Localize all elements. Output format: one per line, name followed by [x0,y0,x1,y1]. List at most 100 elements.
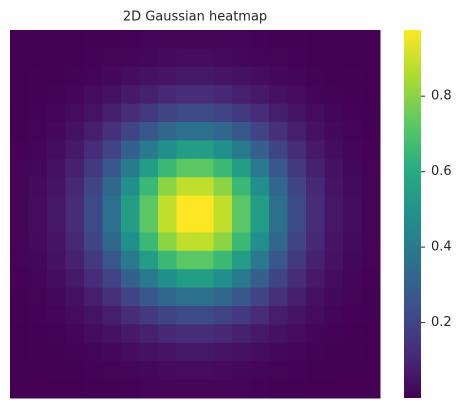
heatmap-cell [306,287,325,307]
heatmap-cell [287,122,307,141]
heatmap-cell [343,122,362,141]
heatmap-cell [232,177,251,197]
heatmap-cell [195,214,214,233]
heatmap-cell [28,269,48,289]
heatmap-cell [65,140,85,160]
heatmap-cell [102,30,122,49]
heatmap-cell [84,30,103,49]
heatmap-cell [139,342,159,362]
heatmap-cell [361,30,381,49]
heatmap-cell [102,232,122,252]
heatmap-cell [10,158,29,178]
heatmap-cell [158,306,177,325]
heatmap-cell [287,287,307,307]
heatmap-cell [232,306,251,325]
heatmap-cell [306,195,325,215]
heatmap-cell [250,195,270,215]
heatmap-cell [28,30,48,49]
heatmap-cell [176,195,196,215]
colorbar-tick-label: 0.6 [431,164,452,179]
heatmap-cell [361,306,381,325]
heatmap-cell [65,232,85,252]
heatmap-cell [121,287,140,307]
heatmap-cell [269,232,288,252]
heatmap-cell [343,30,362,49]
heatmap-cell [195,324,214,344]
heatmap-cell [10,250,29,270]
heatmap-cell [65,361,85,381]
heatmap-cell [269,361,288,381]
heatmap-cell [287,379,307,399]
heatmap-cell [343,177,362,197]
heatmap-cell [139,85,159,105]
heatmap-cell [158,85,177,105]
heatmap-cell [10,66,29,86]
heatmap-cell [250,30,270,49]
heatmap-cell [232,287,251,307]
heatmap-cell [361,140,381,160]
heatmap-cell [158,140,177,160]
heatmap-cell [102,122,122,141]
heatmap-cell [324,195,344,215]
heatmap-cell [28,287,48,307]
heatmap-cell [324,177,344,197]
heatmap-cell [232,140,251,160]
heatmap-cell [102,66,122,86]
heatmap-cell [121,158,140,178]
heatmap-cell [213,103,233,123]
heatmap-cell [28,177,48,197]
heatmap-cell [121,85,140,105]
heatmap-cell [269,48,288,68]
heatmap-cell [324,214,344,233]
heatmap-cell [269,324,288,344]
heatmap-cell [47,342,66,362]
heatmap-cell [158,177,177,197]
heatmap-cell [10,269,29,289]
heatmap-cell [195,379,214,399]
heatmap-cell [287,232,307,252]
heatmap-cell [232,361,251,381]
heatmap-cell [232,122,251,141]
heatmap-cell [213,85,233,105]
heatmap-cell [139,379,159,399]
heatmap-cell [121,250,140,270]
heatmap-cell [47,269,66,289]
heatmap-cell [195,158,214,178]
heatmap-cell [102,269,122,289]
heatmap-cell [343,269,362,289]
heatmap-cell [343,214,362,233]
heatmap-cell [287,342,307,362]
heatmap-cell [343,361,362,381]
heatmap-cell [269,177,288,197]
heatmap-cell [195,85,214,105]
heatmap-cell [269,122,288,141]
heatmap-cell [84,269,103,289]
heatmap-cell [139,103,159,123]
heatmap-cell [47,103,66,123]
heatmap-cell [158,48,177,68]
heatmap-cell [232,30,251,49]
heatmap-cell [269,140,288,160]
heatmap-cell [176,324,196,344]
heatmap-cell [176,122,196,141]
heatmap-cell [232,48,251,68]
heatmap-cell [287,250,307,270]
heatmap-cell [28,195,48,215]
heatmap-cell [232,195,251,215]
heatmap-cell [10,177,29,197]
heatmap-cell [121,140,140,160]
heatmap-cell [158,269,177,289]
heatmap-cell [47,306,66,325]
heatmap-cell [232,103,251,123]
heatmap-cell [306,140,325,160]
heatmap-cell [10,195,29,215]
heatmap-cell [139,324,159,344]
heatmap-cell [306,269,325,289]
heatmap-cell [158,361,177,381]
heatmap-cell [250,342,270,362]
heatmap-cell [65,66,85,86]
heatmap-cell [10,85,29,105]
heatmap-cell [361,66,381,86]
heatmap-cell [195,269,214,289]
heatmap-cell [361,103,381,123]
